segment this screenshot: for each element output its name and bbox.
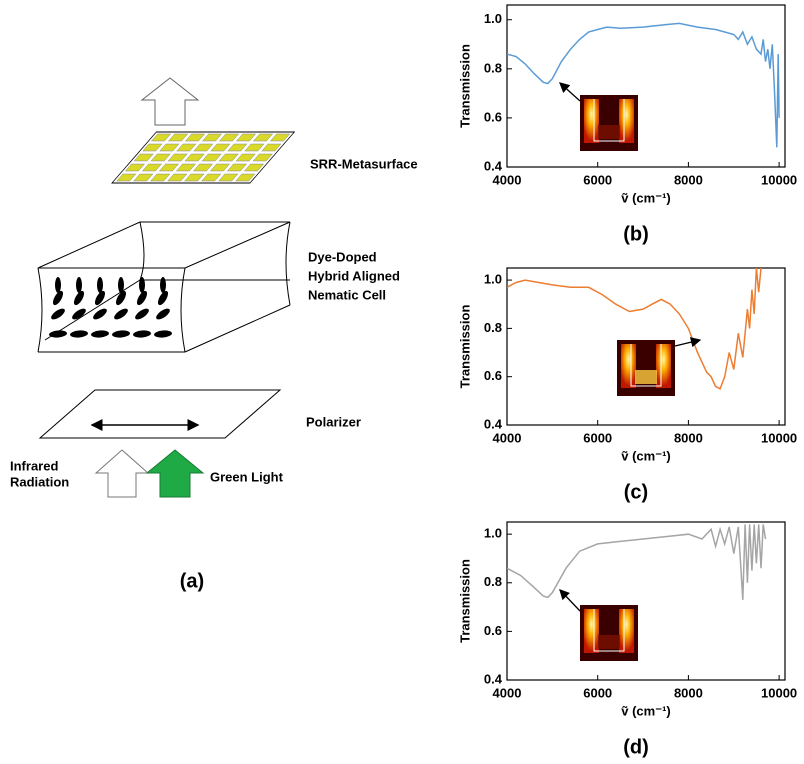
inset-hot — [619, 99, 634, 143]
pointer-arrow — [675, 340, 700, 346]
caption: (c) — [624, 481, 648, 503]
y-axis-title: Transmission — [457, 559, 472, 643]
y-tick-label: 0.8 — [484, 574, 502, 589]
molecule — [112, 307, 129, 322]
inset-glow — [598, 635, 620, 649]
polarizer — [40, 390, 280, 438]
molecule — [133, 307, 150, 322]
molecule — [91, 330, 110, 339]
pointer-arrow — [560, 83, 580, 101]
infrared-arrow — [96, 450, 148, 497]
molecule — [118, 277, 124, 293]
x-tick-label: 4000 — [493, 172, 522, 187]
molecule — [49, 307, 66, 322]
label: SRR-Metasurface — [310, 156, 418, 171]
y-tick-label: 0.4 — [484, 671, 503, 686]
plot-frame — [507, 522, 785, 680]
data-line — [507, 23, 779, 147]
y-tick-label: 0.4 — [484, 416, 503, 431]
y-tick-label: 0.6 — [484, 368, 502, 383]
caption: (d) — [623, 736, 649, 758]
pointer-arrow — [560, 590, 580, 611]
inset-glow — [598, 125, 620, 139]
output-arrow — [142, 78, 198, 125]
liquid-crystal — [49, 277, 173, 338]
caption: (a) — [180, 570, 204, 592]
y-tick-label: 0.8 — [484, 320, 502, 335]
green-arrow — [147, 450, 203, 497]
figure: SRR-Metasurface Dye-Doped Hybrid Aligned… — [0, 0, 804, 764]
molecule — [112, 330, 131, 339]
y-tick-label: 0.4 — [484, 158, 503, 173]
molecule — [139, 277, 145, 293]
y-tick-label: 0.6 — [484, 109, 502, 124]
x-tick-label: 4000 — [493, 685, 522, 700]
molecule — [55, 277, 61, 293]
label: Green Light — [210, 469, 284, 484]
x-tick-label: 4000 — [493, 430, 522, 445]
molecule — [70, 330, 89, 339]
label: Infrared — [10, 458, 58, 473]
inset-hot — [656, 344, 671, 388]
metasurface — [112, 132, 294, 183]
molecule — [76, 277, 82, 293]
y-tick-label: 0.8 — [484, 60, 502, 75]
x-axis-title: ṽ (cm⁻¹) — [621, 448, 670, 463]
x-tick-label: 10000 — [761, 685, 797, 700]
inset-hot — [584, 609, 599, 653]
molecule — [49, 330, 68, 339]
plot-frame — [507, 5, 785, 167]
label: Nematic Cell — [308, 287, 386, 302]
inset-hot — [621, 344, 636, 388]
label: Dye-Doped — [308, 249, 377, 264]
x-axis-title: ṽ (cm⁻¹) — [621, 190, 670, 205]
molecule — [133, 330, 152, 339]
x-tick-label: 10000 — [761, 430, 797, 445]
x-tick-label: 8000 — [674, 685, 703, 700]
y-tick-label: 1.0 — [484, 272, 502, 287]
caption: (b) — [623, 223, 649, 245]
x-tick-label: 8000 — [674, 430, 703, 445]
x-tick-label: 6000 — [583, 430, 612, 445]
data-line — [507, 524, 766, 599]
inset-glow — [635, 370, 657, 384]
x-tick-label: 6000 — [583, 685, 612, 700]
x-tick-label: 10000 — [761, 172, 797, 187]
y-axis-title: Transmission — [457, 305, 472, 389]
y-tick-label: 1.0 — [484, 11, 502, 26]
label: Hybrid Aligned — [308, 268, 400, 283]
x-tick-label: 6000 — [583, 172, 612, 187]
y-axis-title: Transmission — [457, 44, 472, 128]
label: Polarizer — [306, 414, 361, 429]
molecule — [160, 277, 166, 293]
diagram: SRR-Metasurface Dye-Doped Hybrid Aligned… — [10, 78, 418, 592]
label: Radiation — [10, 474, 69, 489]
y-tick-label: 0.6 — [484, 623, 502, 638]
molecule — [154, 307, 171, 322]
inset-hot — [619, 609, 634, 653]
x-axis-title: ṽ (cm⁻¹) — [621, 703, 670, 718]
y-tick-label: 1.0 — [484, 526, 502, 541]
x-tick-label: 8000 — [674, 172, 703, 187]
inset-hot — [584, 99, 599, 143]
molecule — [97, 277, 103, 293]
molecule — [70, 307, 87, 322]
molecule — [154, 330, 173, 339]
